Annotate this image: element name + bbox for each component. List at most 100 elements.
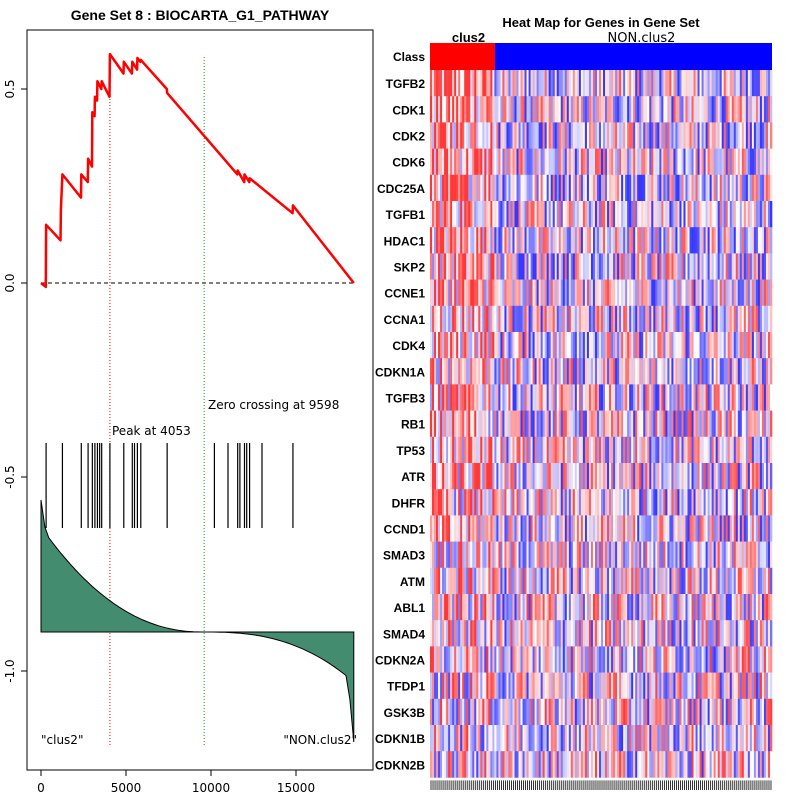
heatmap-cell (516, 148, 519, 176)
heatmap-cell (727, 698, 731, 726)
heatmap-cell (627, 620, 630, 647)
heatmap-cell (657, 332, 660, 359)
heatmap-cell (671, 751, 674, 778)
heatmap-cell (757, 332, 761, 359)
heatmap-cell (554, 725, 558, 752)
heatmap-cell (741, 253, 745, 280)
heatmap-cell (516, 227, 519, 254)
heatmap-cell (592, 751, 596, 778)
heatmap-cell (633, 253, 636, 280)
heatmap-cell (689, 384, 692, 411)
heatmap-cell (749, 148, 753, 176)
heatmap-cell (596, 384, 600, 411)
heatmap-cell (564, 70, 568, 97)
heatmap-cell (663, 725, 666, 752)
heatmap-cell (765, 174, 769, 202)
heatmap-cell (671, 672, 674, 700)
heatmap-cell (681, 594, 684, 621)
heatmap-cell (635, 227, 638, 254)
heatmap-cell (639, 253, 642, 280)
heatmap-cell (450, 148, 453, 176)
heatmap-cell (735, 279, 739, 307)
heatmap-row (430, 541, 773, 569)
heatmap-cell (538, 594, 541, 621)
heatmap-cell (504, 358, 507, 385)
x-tick-label: 10000 (192, 781, 230, 795)
heatmap-cell (522, 148, 525, 176)
heatmap-cell (484, 70, 487, 97)
heatmap-cell (731, 751, 735, 778)
heatmap-cell (727, 620, 731, 647)
heatmap-cell (556, 358, 560, 385)
heatmap-cell (639, 672, 642, 700)
heatmap-cell (663, 253, 666, 280)
heatmap-cell (693, 567, 696, 595)
heatmap-cell (665, 725, 668, 752)
heatmap-cell (572, 332, 576, 359)
heatmap-cell (568, 70, 572, 97)
heatmap-cell (663, 515, 666, 542)
heatmap-cell (641, 646, 644, 673)
heatmap-cell (434, 201, 437, 228)
heatmap-cell (472, 567, 475, 595)
heatmap-cell (568, 698, 572, 726)
heatmap-cell (661, 305, 664, 333)
heatmap-cell (454, 384, 457, 411)
heatmap-cell (703, 751, 706, 778)
heatmap-cell (651, 96, 654, 123)
heatmap-cell (739, 253, 743, 280)
heatmap-cell (623, 148, 626, 176)
heatmap-cell (651, 751, 654, 778)
heatmap-cell (474, 279, 477, 307)
heatmap-cell (767, 305, 771, 333)
heatmap-cell (653, 305, 656, 333)
heatmap-cell (623, 253, 626, 280)
heatmap-cell (432, 725, 435, 752)
heatmap-cell (627, 436, 630, 464)
heatmap-cell (733, 567, 737, 595)
heatmap-cell (703, 672, 706, 700)
heatmap-cell (580, 148, 584, 176)
heatmap-cell (689, 358, 692, 385)
heatmap-cell (601, 541, 604, 569)
heatmap-cell (661, 646, 664, 673)
heatmap-cell (757, 698, 761, 726)
heatmap-cell (456, 515, 459, 542)
heatmap-cell (544, 148, 547, 176)
heatmap-cell (596, 620, 600, 647)
heatmap-cell (691, 436, 694, 464)
heatmap-cell (530, 594, 533, 621)
heatmap-cell (747, 358, 751, 385)
heatmap-cell (432, 227, 435, 254)
heatmap-cell (440, 70, 443, 97)
heatmap-cell (504, 646, 507, 673)
heatmap-cell (685, 751, 688, 778)
heatmap-cell (462, 148, 465, 176)
heatmap-cell (709, 698, 712, 726)
heatmap-cell (572, 305, 576, 333)
heatmap-cell (524, 436, 527, 464)
heatmap-cell (693, 253, 696, 280)
heatmap-cell (562, 594, 566, 621)
heatmap-cell (737, 384, 741, 411)
heatmap-cell (578, 751, 582, 778)
heatmap-cell (619, 620, 622, 647)
heatmap-cell (715, 201, 718, 228)
heatmap-cell (462, 122, 465, 149)
heatmap-cell (739, 410, 743, 438)
heatmap-cell (723, 594, 727, 621)
heatmap-cell (526, 725, 529, 752)
heatmap-cell (480, 698, 483, 726)
heatmap-cell (635, 148, 638, 176)
heatmap-cell (759, 620, 763, 647)
heatmap-cell (657, 725, 660, 752)
heatmap-cell (683, 148, 686, 176)
heatmap-cell (580, 698, 584, 726)
heatmap-cell (691, 672, 694, 700)
heatmap-cell (552, 541, 556, 569)
heatmap-cell (434, 227, 437, 254)
heatmap-cell (693, 489, 696, 516)
heatmap-cell (452, 279, 455, 307)
heatmap-cell (500, 227, 503, 254)
heatmap-cell (691, 253, 694, 280)
